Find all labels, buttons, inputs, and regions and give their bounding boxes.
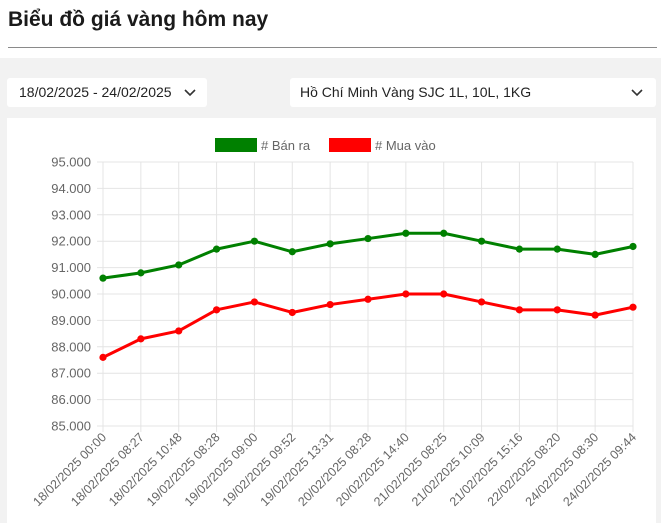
y-tick-label: 85.000	[51, 419, 91, 434]
y-tick-label: 86.000	[51, 392, 91, 407]
data-point[interactable]	[212, 245, 221, 253]
data-point[interactable]	[591, 250, 599, 258]
y-tick-label: 92.000	[51, 234, 91, 249]
data-point[interactable]	[553, 306, 561, 314]
product-value: Hồ Chí Minh Vàng SJC 1L, 10L, 1KG	[300, 84, 532, 100]
data-point[interactable]	[591, 311, 599, 319]
data-point[interactable]	[99, 353, 107, 361]
date-range-value: 18/02/2025 - 24/02/2025	[19, 84, 172, 100]
y-tick-label: 88.000	[51, 339, 91, 354]
legend-label[interactable]: # Mua vào	[375, 138, 436, 153]
date-range-select[interactable]: 18/02/2025 - 24/02/2025	[7, 78, 207, 107]
chart-card: # Bán ra # Mua vào 95.000 94.000 93.000 92.0…	[7, 118, 656, 523]
page-title: Biểu đồ giá vàng hôm nay	[8, 8, 269, 31]
y-tick-label: 91.000	[51, 260, 91, 275]
legend-swatch	[215, 138, 257, 152]
data-point[interactable]	[553, 245, 561, 253]
data-point[interactable]	[364, 234, 372, 243]
data-point[interactable]	[288, 308, 296, 317]
y-tick-label: 87.000	[51, 366, 91, 381]
data-point[interactable]	[175, 327, 183, 335]
page-header: Biểu đồ giá vàng hôm nay	[0, 0, 661, 58]
y-tick-label: 89.000	[51, 313, 91, 328]
y-tick-label: 95.000	[51, 155, 91, 170]
data-point[interactable]	[402, 229, 410, 237]
data-point[interactable]	[137, 269, 145, 277]
y-axis: 95.000 94.000 93.000 92.000 91.000 90.000 89.0…	[51, 155, 91, 434]
x-tick-label: 24/02/2025 09:44	[560, 430, 639, 509]
header-divider	[8, 47, 657, 48]
data-point[interactable]	[477, 298, 486, 306]
chevron-down-icon	[183, 78, 197, 107]
data-point[interactable]	[326, 300, 334, 309]
product-select[interactable]: Hồ Chí Minh Vàng SJC 1L, 10L, 1KG	[290, 78, 656, 107]
chart-legend: # Bán ra # Mua vào	[215, 138, 436, 153]
legend-label[interactable]: # Bán ra	[261, 138, 311, 153]
price-line-chart: # Bán ra # Mua vào 95.000 94.000 93.000 92.0…	[30, 138, 639, 509]
y-tick-label: 93.000	[51, 207, 91, 222]
legend-swatch	[329, 138, 371, 152]
data-point[interactable]	[364, 295, 372, 303]
data-point[interactable]	[629, 303, 637, 311]
data-point[interactable]	[175, 261, 183, 269]
data-point[interactable]	[402, 290, 410, 298]
y-tick-label: 94.000	[51, 181, 91, 196]
data-point[interactable]	[440, 290, 448, 298]
data-point[interactable]	[288, 248, 296, 256]
data-point[interactable]	[440, 229, 448, 237]
data-point[interactable]	[250, 237, 259, 245]
y-tick-label: 90.000	[51, 287, 91, 302]
data-point[interactable]	[250, 298, 259, 306]
chevron-down-icon	[630, 78, 644, 107]
data-point[interactable]	[629, 242, 637, 251]
data-point[interactable]	[515, 245, 524, 253]
chart-grid	[97, 161, 634, 432]
data-point[interactable]	[326, 240, 334, 248]
data-point[interactable]	[99, 274, 107, 282]
chart-series	[99, 229, 637, 361]
data-point[interactable]	[212, 306, 221, 314]
data-point[interactable]	[137, 335, 145, 343]
data-point[interactable]	[477, 237, 486, 245]
data-point[interactable]	[515, 306, 524, 314]
